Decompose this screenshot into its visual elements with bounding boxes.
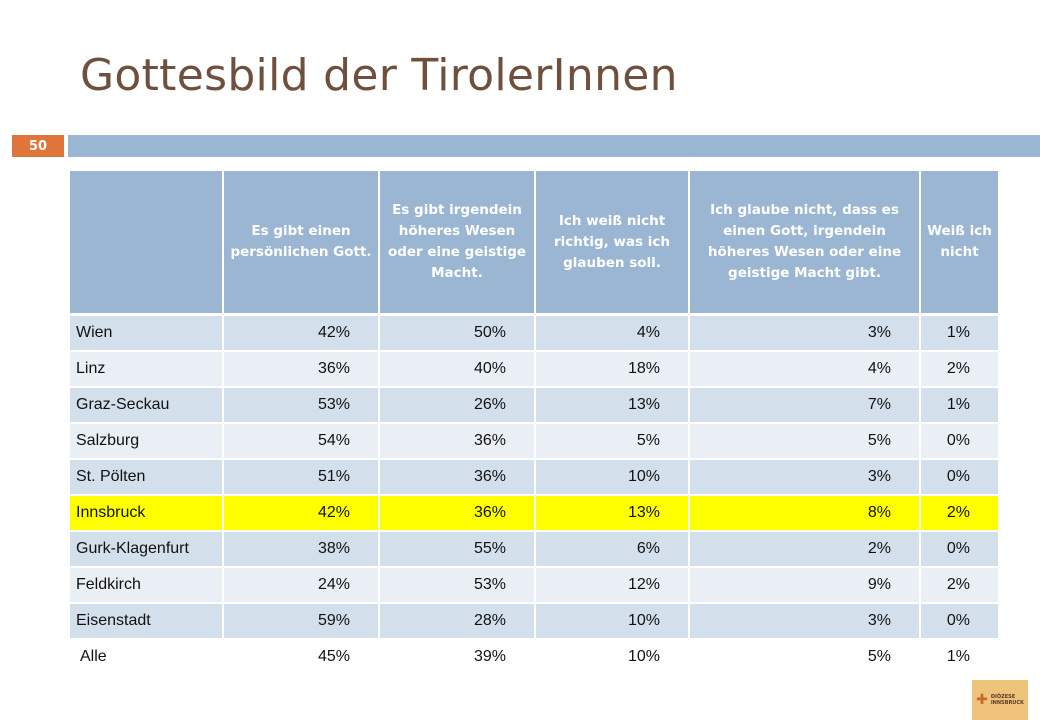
table-row: Graz-Seckau 53% 26% 13% 7% 1% [70,387,998,424]
value-cell: 5% [689,423,921,460]
logo-text: DIÖZESE INNSBRUCK [990,694,1024,706]
table-row: Eisenstadt 59% 28% 10% 3% 0% [70,603,998,640]
table-row: Alle 45% 39% 10% 5% 1% [70,639,998,676]
region-label: Linz [70,351,224,388]
region-label: Alle [70,639,224,676]
value-cell: 3% [689,459,921,496]
cross-icon: ✚ [976,692,988,708]
value-cell: 0% [920,531,998,568]
value-cell: 0% [920,603,998,640]
value-cell: 13% [535,387,690,424]
value-cell: 36% [223,351,380,388]
value-cell: 5% [535,423,690,460]
value-cell: 2% [920,495,998,532]
value-cell: 1% [920,314,998,352]
region-label: St. Pölten [70,459,224,496]
value-cell: 3% [689,314,921,352]
value-cell: 59% [223,603,380,640]
diocese-logo: ✚ DIÖZESE INNSBRUCK [972,680,1028,720]
value-cell: 4% [535,314,690,352]
value-cell: 5% [689,639,921,676]
value-cell: 36% [379,459,536,496]
region-label: Eisenstadt [70,603,224,640]
region-label: Gurk-Klagenfurt [70,531,224,568]
value-cell: 1% [920,639,998,676]
header-personal-god: Es gibt einen persönlichen Gott. [223,171,380,316]
value-cell: 51% [223,459,380,496]
value-cell: 28% [379,603,536,640]
header-region [70,171,224,316]
value-cell: 2% [920,567,998,604]
value-cell: 36% [379,423,536,460]
table-row: Wien 42% 50% 4% 3% 1% [70,314,998,352]
value-cell: 53% [379,567,536,604]
value-cell: 42% [223,495,380,532]
header-higher-being: Es gibt irgendein höheres Wesen oder ein… [379,171,536,316]
table-row: Salzburg 54% 36% 5% 5% 0% [70,423,998,460]
value-cell: 10% [535,459,690,496]
page-number-badge: 50 [12,135,64,157]
value-cell: 12% [535,567,690,604]
table-row: Feldkirch 24% 53% 12% 9% 2% [70,567,998,604]
value-cell: 8% [689,495,921,532]
value-cell: 53% [223,387,380,424]
value-cell: 54% [223,423,380,460]
table-row: Linz 36% 40% 18% 4% 2% [70,351,998,388]
value-cell: 10% [535,603,690,640]
header-no-god: Ich glaube nicht, dass es einen Gott, ir… [689,171,921,316]
value-cell: 55% [379,531,536,568]
region-label: Feldkirch [70,567,224,604]
value-cell: 9% [689,567,921,604]
value-cell: 3% [689,603,921,640]
header-unsure: Ich weiß nicht richtig, was ich glauben … [535,171,690,316]
value-cell: 4% [689,351,921,388]
table-row: Innsbruck 42% 36% 13% 8% 2% [70,495,998,532]
value-cell: 24% [223,567,380,604]
region-label: Wien [70,314,224,352]
value-cell: 0% [920,459,998,496]
title-accent-bar [68,135,1040,157]
value-cell: 18% [535,351,690,388]
value-cell: 6% [535,531,690,568]
value-cell: 7% [689,387,921,424]
table-header-row: Es gibt einen persönlichen Gott. Es gibt… [70,171,998,316]
value-cell: 36% [379,495,536,532]
value-cell: 1% [920,387,998,424]
region-label: Salzburg [70,423,224,460]
belief-table: Es gibt einen persönlichen Gott. Es gibt… [70,171,998,676]
value-cell: 42% [223,314,380,352]
value-cell: 26% [379,387,536,424]
value-cell: 13% [535,495,690,532]
value-cell: 45% [223,639,380,676]
value-cell: 2% [689,531,921,568]
region-label: Graz-Seckau [70,387,224,424]
value-cell: 38% [223,531,380,568]
region-label: Innsbruck [70,495,224,532]
value-cell: 2% [920,351,998,388]
slide-title: Gottesbild der TirolerInnen [80,50,678,101]
value-cell: 0% [920,423,998,460]
value-cell: 40% [379,351,536,388]
table-row: St. Pölten 51% 36% 10% 3% 0% [70,459,998,496]
value-cell: 39% [379,639,536,676]
value-cell: 50% [379,314,536,352]
value-cell: 10% [535,639,690,676]
table-row: Gurk-Klagenfurt 38% 55% 6% 2% 0% [70,531,998,568]
header-dont-know: Weiß ich nicht [920,171,998,316]
